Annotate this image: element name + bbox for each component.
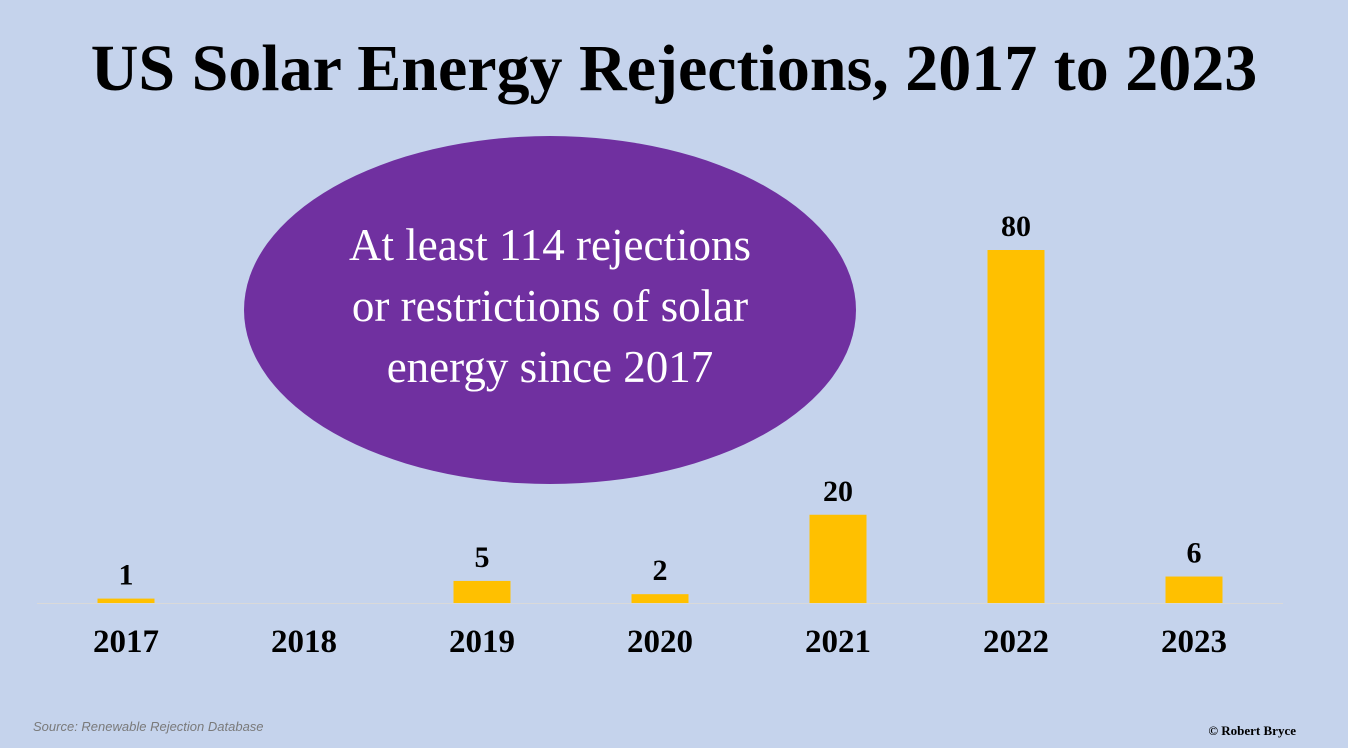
bar-2019 <box>453 580 511 603</box>
chart-title: US Solar Energy Rejections, 2017 to 2023 <box>90 32 1258 105</box>
bar-2023 <box>1165 576 1223 603</box>
bar-2022 <box>987 250 1045 603</box>
x-tick-label-2019: 2019 <box>449 624 515 660</box>
summary-callout-bubble: At least 114 rejections or restrictions … <box>244 136 856 484</box>
callout-text: At least 114 rejections or restrictions … <box>349 219 751 392</box>
source-note: Source: Renewable Rejection Database <box>33 719 264 734</box>
bar-2021 <box>809 514 867 603</box>
data-label-2020: 2 <box>653 554 668 587</box>
x-tick-label-2020: 2020 <box>627 624 693 660</box>
data-label-2022: 80 <box>1001 210 1031 243</box>
x-tick-label-2017: 2017 <box>93 624 159 660</box>
x-tick-label-2021: 2021 <box>805 624 871 660</box>
copyright-credit: © Robert Bryce <box>1208 723 1296 738</box>
x-tick-label-2022: 2022 <box>983 624 1049 660</box>
data-label-2019: 5 <box>475 541 490 574</box>
x-tick-label-2023: 2023 <box>1161 624 1227 660</box>
data-label-2023: 6 <box>1187 537 1202 570</box>
bar-2017 <box>97 598 155 603</box>
data-label-2021: 20 <box>823 475 853 508</box>
bar-2020 <box>631 594 689 603</box>
x-tick-label-2018: 2018 <box>271 624 337 660</box>
data-label-2017: 1 <box>119 559 134 592</box>
